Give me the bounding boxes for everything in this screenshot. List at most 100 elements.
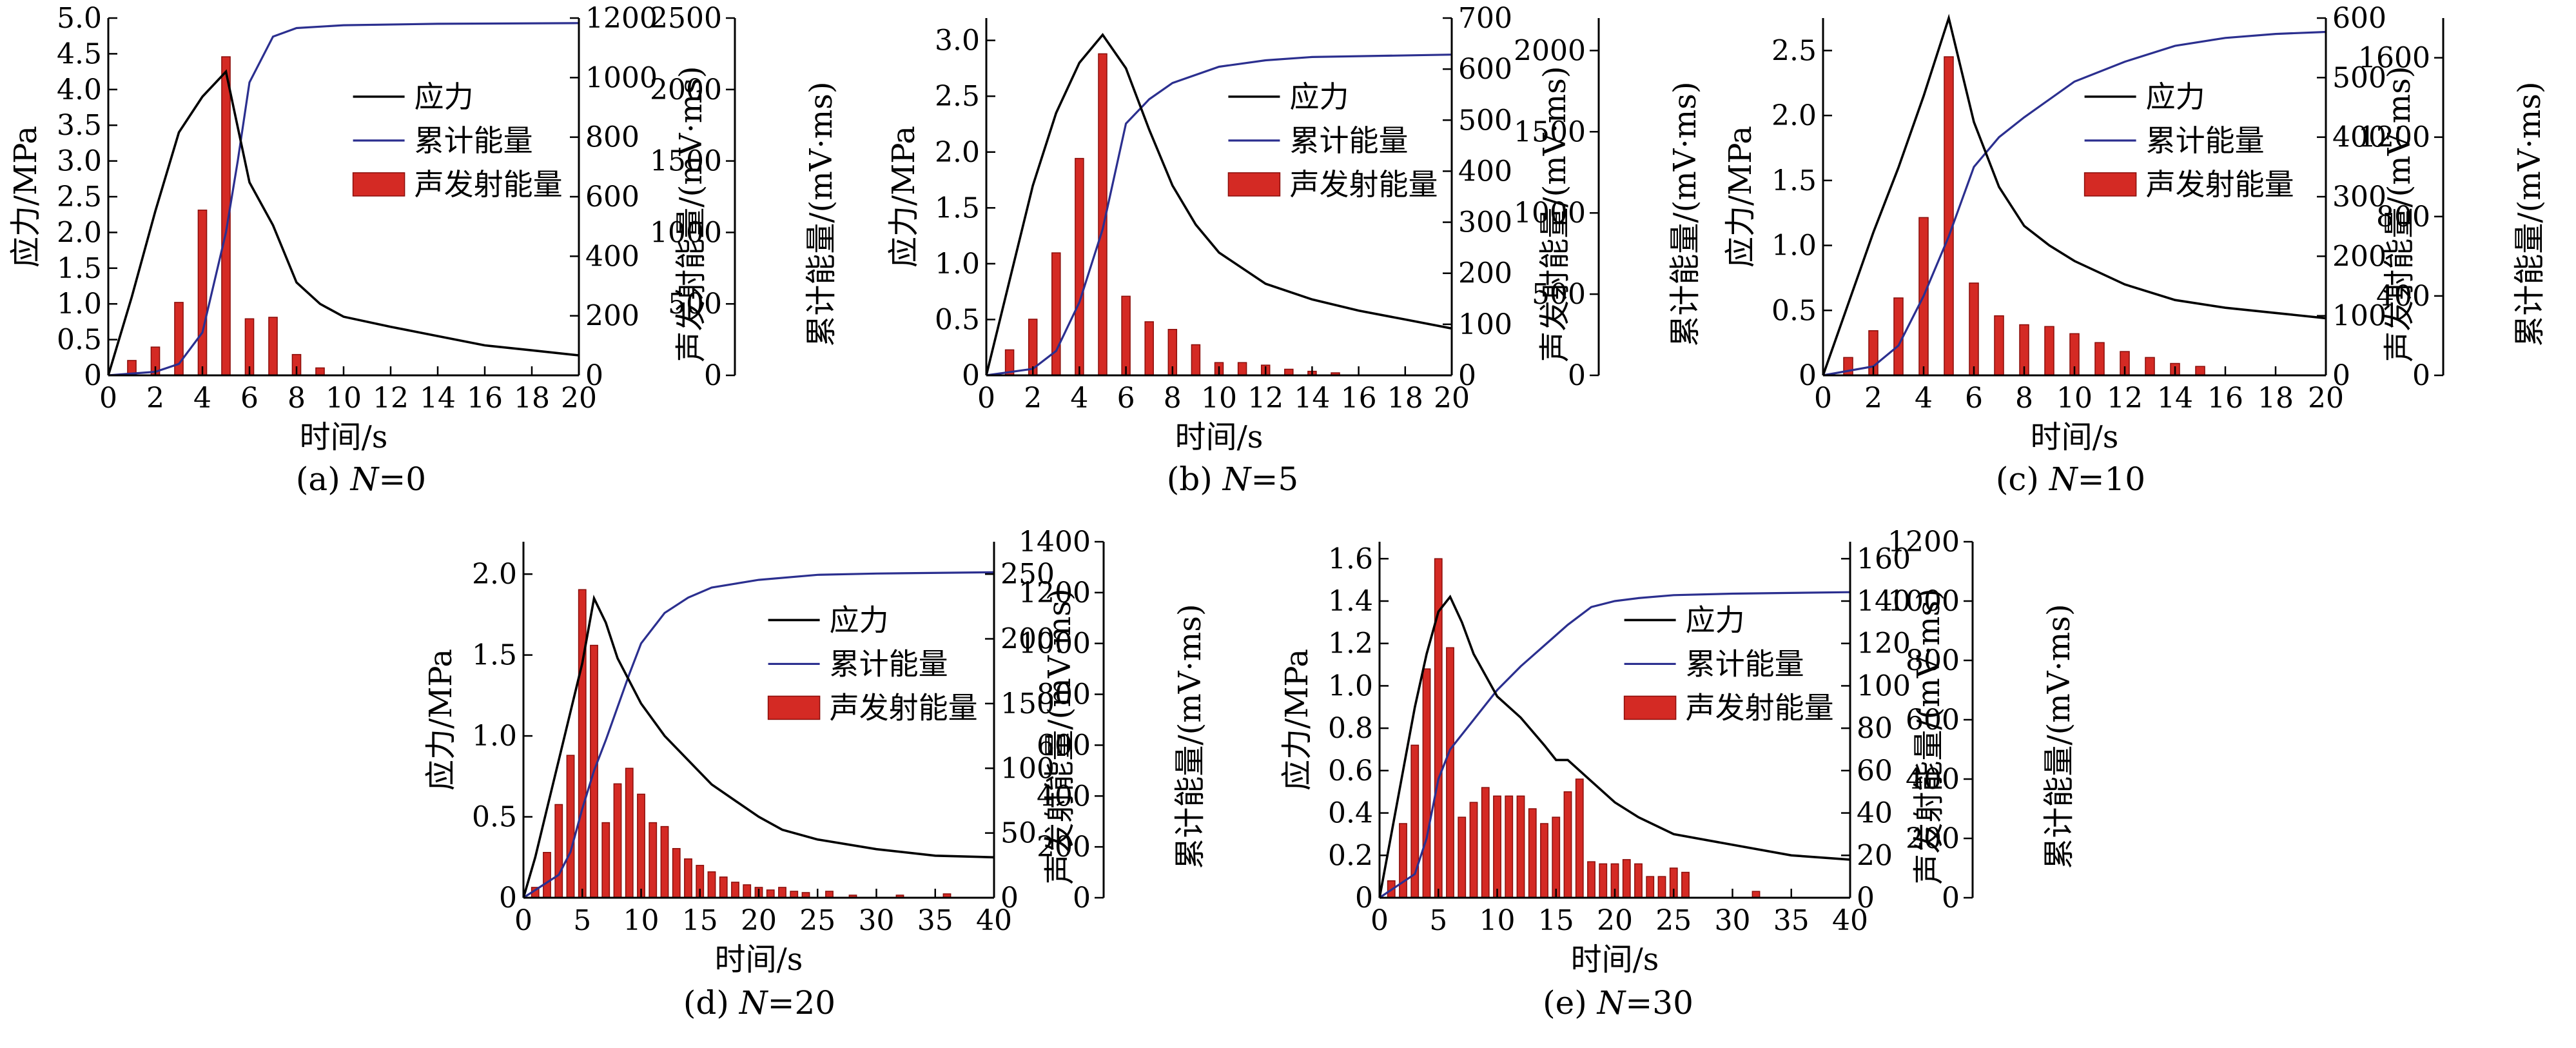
x-tick-label: 20 bbox=[561, 382, 597, 415]
ae-bar bbox=[2094, 342, 2105, 376]
y-r2-tick-label: 2500 bbox=[650, 2, 722, 35]
ae-bar bbox=[790, 891, 799, 898]
ae-bar bbox=[2044, 326, 2054, 376]
x-tick-label: 8 bbox=[288, 382, 306, 415]
ae-bar bbox=[825, 891, 834, 898]
panel-caption: (c) N=10 bbox=[1996, 460, 2145, 498]
y-left-tick-label: 1.4 bbox=[1328, 585, 1373, 618]
ae-bar bbox=[1191, 344, 1201, 376]
x-axis-title: 时间/s bbox=[715, 942, 803, 978]
x-tick-label: 12 bbox=[2107, 382, 2143, 415]
caption-suffix: =10 bbox=[2078, 460, 2146, 498]
ae-bar bbox=[578, 589, 587, 898]
y-r2-tick-label: 1000 bbox=[1888, 585, 1960, 618]
ae-bar bbox=[1051, 252, 1061, 376]
y-r1-tick-label: 0 bbox=[585, 359, 603, 392]
y-r1-tick-label: 700 bbox=[1458, 2, 1512, 35]
y-r1-axis-title: 声发射能量/(mV·ms) bbox=[673, 66, 709, 362]
y-r2-tick-label: 1600 bbox=[2358, 42, 2430, 75]
stress-line bbox=[1822, 14, 2327, 376]
y-r2-tick-label: 500 bbox=[1532, 278, 1586, 311]
ae-bar bbox=[1528, 808, 1537, 898]
y-r1-tick-label: 400 bbox=[2332, 121, 2386, 154]
ae-bar bbox=[1469, 802, 1478, 898]
caption-suffix: =5 bbox=[1251, 460, 1298, 498]
x-tick-label: 6 bbox=[1965, 382, 1983, 415]
ae-bar bbox=[2145, 357, 2155, 376]
ae-bar bbox=[1575, 778, 1584, 898]
y-r2-tick-label: 1000 bbox=[1514, 197, 1586, 230]
y-r2-tick-label: 1200 bbox=[2358, 121, 2430, 154]
x-tick-label: 14 bbox=[420, 382, 456, 415]
ae-bar bbox=[1893, 297, 1904, 376]
ae-bar bbox=[1446, 647, 1454, 898]
x-tick-label: 25 bbox=[799, 904, 835, 937]
y-r2-tick-label: 600 bbox=[1906, 704, 1960, 737]
ae-bar bbox=[1121, 295, 1131, 376]
y-left-tick-label: 2.0 bbox=[1771, 99, 1817, 132]
cumulative-energy-line bbox=[1822, 30, 2327, 377]
ae-bar bbox=[543, 851, 551, 898]
x-tick-label: 12 bbox=[1247, 382, 1283, 415]
cumulative-energy-line bbox=[1379, 591, 1851, 899]
ae-bar bbox=[1552, 816, 1561, 898]
y-r2-tick-label: 500 bbox=[668, 288, 722, 321]
panel-caption: (b) N=5 bbox=[1167, 460, 1298, 498]
y-r2-tick-label: 800 bbox=[2376, 201, 2430, 233]
y-r1-tick-label: 400 bbox=[585, 240, 639, 273]
panel-caption: (d) N=20 bbox=[683, 984, 835, 1022]
caption-variable: N bbox=[739, 984, 769, 1022]
y-r1-tick-label: 0 bbox=[1458, 359, 1476, 392]
x-tick-label: 35 bbox=[917, 904, 953, 937]
y-r1-tick-label: 200 bbox=[1458, 257, 1512, 290]
ae-bar bbox=[1458, 816, 1467, 898]
legend-ae-swatch bbox=[1227, 172, 1281, 197]
ae-bar bbox=[554, 804, 563, 898]
y-r2-tick-label: 800 bbox=[1037, 678, 1091, 711]
x-tick-label: 2 bbox=[1864, 382, 1882, 415]
y-r2-axis-title: 累计能量/(mV·ms) bbox=[1667, 81, 1703, 346]
ae-bar bbox=[1144, 321, 1154, 376]
y-r1-tick-label: 200 bbox=[2332, 240, 2386, 273]
y-left-tick-label: 4.0 bbox=[57, 74, 102, 106]
x-tick-label: 18 bbox=[2258, 382, 2294, 415]
ae-bar bbox=[1587, 861, 1595, 898]
y-r2-tick-label: 1000 bbox=[650, 216, 722, 249]
x-axis-title: 时间/s bbox=[1571, 942, 1659, 978]
caption-prefix: (d) bbox=[683, 984, 739, 1022]
ae-bar bbox=[1237, 362, 1247, 376]
y-r1-tick-label: 300 bbox=[2332, 181, 2386, 213]
legend-ae-label: 声发射能量 bbox=[415, 167, 563, 202]
y-r1-tick-label: 160 bbox=[1857, 542, 1911, 575]
y-r1-tick-label: 40 bbox=[1857, 797, 1893, 830]
x-tick-label: 20 bbox=[2308, 382, 2344, 415]
y-r2-tick-label: 200 bbox=[1037, 831, 1091, 864]
y-r1-tick-label: 500 bbox=[1458, 104, 1512, 137]
chart-panel-c: 0 2 4 6 8 10 12 14 16 18 2000.51.01.52.02.50100200… bbox=[1722, 2, 2548, 498]
y-r2-tick-label: 1000 bbox=[1019, 628, 1091, 660]
y-r1-tick-label: 500 bbox=[2332, 61, 2386, 94]
y-r1-tick-label: 1000 bbox=[585, 61, 658, 94]
y-left-tick-label: 1.5 bbox=[472, 639, 517, 672]
caption-suffix: =30 bbox=[1625, 984, 1693, 1022]
ae-bar bbox=[743, 884, 752, 898]
legend-ae-label: 声发射能量 bbox=[2146, 167, 2294, 202]
y-r2-tick-label: 0 bbox=[1073, 882, 1091, 915]
x-tick-label: 18 bbox=[1387, 382, 1423, 415]
x-tick-label: 15 bbox=[1538, 904, 1574, 937]
x-tick-label: 8 bbox=[2015, 382, 2033, 415]
y-r2-tick-label: 1500 bbox=[650, 145, 722, 178]
y-left-tick-label: 0 bbox=[84, 359, 102, 392]
legend-ae-swatch bbox=[767, 695, 821, 720]
x-axis-title: 时间/s bbox=[1175, 419, 1264, 455]
x-tick-label: 16 bbox=[2207, 382, 2243, 415]
x-tick-label: 0 bbox=[1371, 904, 1389, 937]
legend-ae-swatch bbox=[2083, 172, 2137, 197]
ae-bar bbox=[2195, 366, 2205, 376]
y-r1-tick-label: 100 bbox=[1857, 669, 1911, 702]
ae-bar bbox=[1505, 795, 1514, 898]
x-tick-label: 40 bbox=[976, 904, 1012, 937]
stress-line bbox=[1378, 594, 1851, 898]
